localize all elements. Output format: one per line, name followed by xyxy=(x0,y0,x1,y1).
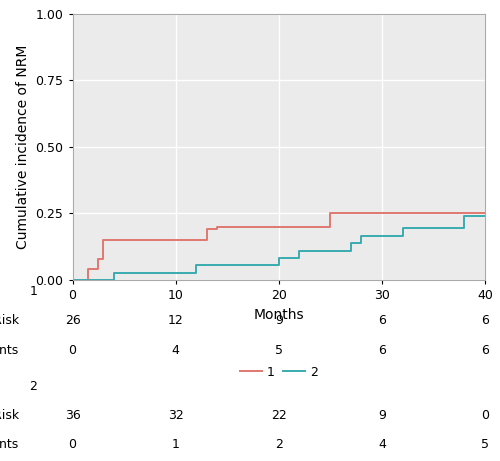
1 xyxy=(85,266,91,272)
2 xyxy=(276,255,282,261)
Text: 4: 4 xyxy=(378,438,386,451)
1 xyxy=(328,211,334,216)
Text: 0: 0 xyxy=(481,409,489,422)
Text: 26: 26 xyxy=(64,314,80,327)
2 xyxy=(462,213,468,219)
Text: Events: Events xyxy=(0,343,19,356)
2 xyxy=(348,248,354,254)
1 xyxy=(100,237,106,243)
2 xyxy=(193,270,199,275)
1 xyxy=(482,211,488,216)
Text: 22: 22 xyxy=(271,409,286,422)
Text: 12: 12 xyxy=(168,314,184,327)
Text: At Risk: At Risk xyxy=(0,409,19,422)
2 xyxy=(276,263,282,268)
Line: 1: 1 xyxy=(72,213,485,280)
2 xyxy=(296,248,302,254)
1 xyxy=(348,211,354,216)
2 xyxy=(462,225,468,231)
2 xyxy=(358,233,364,239)
1 xyxy=(85,277,91,283)
2 xyxy=(111,277,117,283)
1 xyxy=(100,256,106,261)
2 xyxy=(358,240,364,246)
2 xyxy=(400,233,406,239)
1 xyxy=(214,227,220,232)
Line: 2: 2 xyxy=(72,216,485,280)
Text: 6: 6 xyxy=(378,343,386,356)
1 xyxy=(204,237,210,243)
Text: 2: 2 xyxy=(30,380,38,393)
Text: At Risk: At Risk xyxy=(0,314,19,327)
Text: 6: 6 xyxy=(481,314,489,327)
Y-axis label: Cumulative incidence of NRM: Cumulative incidence of NRM xyxy=(16,45,30,249)
1 xyxy=(96,256,102,261)
1 xyxy=(348,211,354,216)
2 xyxy=(193,263,199,268)
Text: 36: 36 xyxy=(64,409,80,422)
Text: 9: 9 xyxy=(378,409,386,422)
Text: 0: 0 xyxy=(68,438,76,451)
2 xyxy=(348,240,354,246)
2 xyxy=(400,225,406,231)
2 xyxy=(70,277,75,283)
1 xyxy=(214,224,220,230)
Text: 4: 4 xyxy=(172,343,179,356)
1 xyxy=(328,224,334,230)
2 xyxy=(482,213,488,219)
Text: 9: 9 xyxy=(275,314,282,327)
2 xyxy=(111,270,117,275)
Text: 2: 2 xyxy=(275,438,282,451)
2 xyxy=(296,255,302,261)
Text: Events: Events xyxy=(0,438,19,451)
Text: 0: 0 xyxy=(68,343,76,356)
1 xyxy=(70,277,75,283)
Text: 1: 1 xyxy=(30,285,38,298)
Text: 32: 32 xyxy=(168,409,184,422)
Legend: 1, 2: 1, 2 xyxy=(234,361,323,384)
X-axis label: Months: Months xyxy=(254,307,304,322)
1 xyxy=(204,227,210,232)
1 xyxy=(96,266,102,272)
Text: 6: 6 xyxy=(378,314,386,327)
Text: 5: 5 xyxy=(481,438,489,451)
Text: 6: 6 xyxy=(481,343,489,356)
Text: 1: 1 xyxy=(172,438,179,451)
Text: 5: 5 xyxy=(275,343,283,356)
